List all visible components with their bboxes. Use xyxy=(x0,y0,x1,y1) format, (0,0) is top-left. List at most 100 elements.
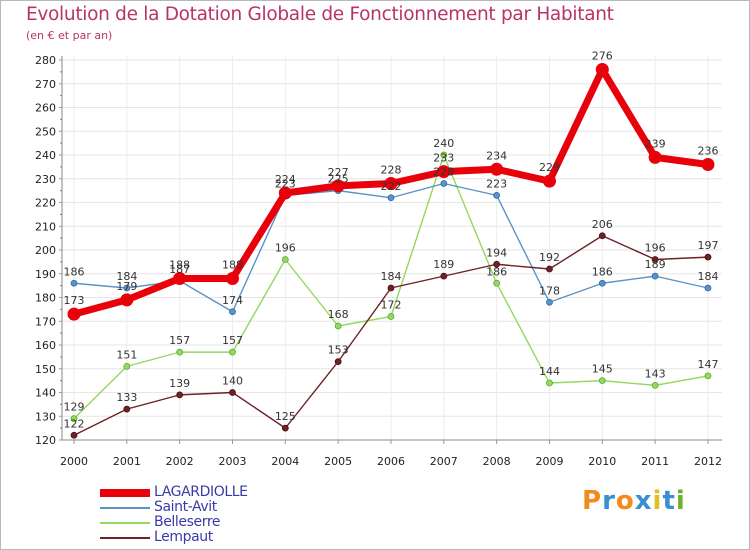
data-point-lagardiolle xyxy=(278,186,292,200)
data-label-saint-avit: 186 xyxy=(64,265,85,278)
data-point-lempaut xyxy=(387,284,395,292)
x-tick-label: 2001 xyxy=(113,455,141,468)
grid-lines xyxy=(62,56,722,441)
data-point-belleserre xyxy=(70,415,78,423)
data-label-lagardiolle: 236 xyxy=(697,145,718,158)
legend-swatch xyxy=(100,488,150,497)
data-label-saint-avit: 222 xyxy=(380,180,401,193)
data-point-lempaut xyxy=(546,265,553,273)
data-point-belleserre xyxy=(704,372,712,380)
data-label-belleserre: 129 xyxy=(64,401,85,414)
data-label-saint-avit: 178 xyxy=(539,284,560,297)
x-tick-label: 2012 xyxy=(694,455,722,468)
data-label-belleserre: 168 xyxy=(328,308,349,321)
data-point-lempaut xyxy=(651,256,659,263)
data-label-lempaut: 189 xyxy=(433,258,454,271)
data-label-lempaut: 196 xyxy=(645,242,666,255)
data-point-belleserre xyxy=(281,256,289,263)
axes xyxy=(61,56,722,441)
legend-label: Lempaut xyxy=(154,529,213,545)
data-point-saint-avit xyxy=(493,191,501,199)
data-point-belleserre xyxy=(440,151,448,159)
data-point-saint-avit xyxy=(651,272,659,280)
data-label-lempaut: 197 xyxy=(697,239,718,252)
data-label-saint-avit: 189 xyxy=(645,258,666,271)
data-point-saint-avit xyxy=(229,308,236,316)
data-label-lagardiolle: 224 xyxy=(275,173,296,186)
logo-letter: r xyxy=(602,486,616,516)
y-tick-label: 280 xyxy=(35,54,56,67)
data-point-belleserre xyxy=(546,379,553,387)
data-label-lagardiolle: 228 xyxy=(380,164,401,177)
data-label-lempaut: 139 xyxy=(169,377,190,390)
data-label-lempaut: 125 xyxy=(275,410,296,423)
y-tick-label: 120 xyxy=(35,434,56,447)
data-label-saint-avit: 186 xyxy=(592,265,613,278)
plot-area xyxy=(62,56,722,440)
y-tick-label: 210 xyxy=(35,220,56,233)
x-tick-label: 2011 xyxy=(641,455,669,468)
data-point-saint-avit xyxy=(387,194,395,202)
data-point-lempaut xyxy=(176,391,184,399)
data-point-lempaut xyxy=(334,358,342,366)
logo-letter: i xyxy=(652,486,663,516)
y-axis-ticks: 120 130 140 150 160 170 180 190 200 210 220 230 240 2… xyxy=(35,54,62,447)
y-tick-label: 250 xyxy=(35,125,56,138)
data-label-saint-avit: 223 xyxy=(486,177,507,190)
data-point-lagardiolle xyxy=(437,165,451,179)
legend-label: Belleserre xyxy=(154,514,221,530)
x-tick-label: 2005 xyxy=(324,455,352,468)
data-point-lempaut xyxy=(704,253,712,261)
y-tick-label: 180 xyxy=(35,292,56,305)
data-label-lagardiolle: 239 xyxy=(645,137,666,150)
x-tick-label: 2008 xyxy=(483,455,511,468)
data-point-belleserre xyxy=(387,313,395,320)
data-label-belleserre: 144 xyxy=(539,365,560,378)
data-label-lagardiolle: 229 xyxy=(539,161,560,174)
data-point-belleserre xyxy=(598,377,606,385)
chart-title: Evolution de la Dotation Globale de Fonc… xyxy=(26,4,614,25)
logo-letter: x xyxy=(634,486,653,516)
data-label-lagardiolle: 227 xyxy=(328,166,349,179)
data-point-saint-avit xyxy=(123,284,131,292)
data-point-lagardiolle xyxy=(225,272,239,285)
data-label-saint-avit: 187 xyxy=(169,263,190,276)
data-label-saint-avit: 184 xyxy=(697,270,718,283)
x-tick-label: 2010 xyxy=(588,455,616,468)
data-point-lempaut xyxy=(123,405,131,413)
data-label-lagardiolle: 188 xyxy=(222,259,243,272)
data-point-lagardiolle xyxy=(120,293,134,307)
data-label-lagardiolle: 276 xyxy=(592,50,613,63)
data-point-lempaut xyxy=(440,272,448,280)
data-label-belleserre: 172 xyxy=(380,299,401,312)
data-point-lagardiolle xyxy=(331,179,345,193)
x-axis-ticks: 2000 2001 2002 2003 2004 2005 2006 2007 2008 2009… xyxy=(60,440,722,468)
data-point-lagardiolle xyxy=(384,177,398,190)
legend-item-lagardiolle: LAGARDIOLLE xyxy=(100,485,360,500)
data-point-lagardiolle xyxy=(701,158,715,171)
data-label-lagardiolle: 179 xyxy=(116,280,137,293)
data-point-belleserre xyxy=(334,322,342,330)
legend: LAGARDIOLLE Saint-Avit Belleserre Lempaut xyxy=(100,485,360,545)
data-label-saint-avit: 228 xyxy=(433,166,454,179)
y-tick-label: 200 xyxy=(35,244,56,257)
data-label-saint-avit: 184 xyxy=(116,270,137,283)
y-tick-label: 230 xyxy=(35,173,56,186)
data-point-belleserre xyxy=(229,348,236,356)
data-point-saint-avit xyxy=(546,298,553,306)
legend-item-saint-avit: Saint-Avit xyxy=(100,500,360,515)
y-tick-label: 260 xyxy=(35,102,56,115)
data-point-lagardiolle xyxy=(542,174,556,188)
data-label-lagardiolle: 233 xyxy=(433,152,454,165)
data-label-belleserre: 240 xyxy=(433,137,454,150)
x-tick-label: 2006 xyxy=(377,455,405,468)
data-point-saint-avit xyxy=(70,279,78,287)
data-label-lempaut: 184 xyxy=(380,270,401,283)
y-tick-label: 240 xyxy=(35,149,56,162)
logo-letter: P xyxy=(582,486,603,516)
chart-subtitle: (en € et par an) xyxy=(26,29,113,42)
data-point-lagardiolle xyxy=(595,63,609,76)
data-point-belleserre xyxy=(493,279,501,287)
